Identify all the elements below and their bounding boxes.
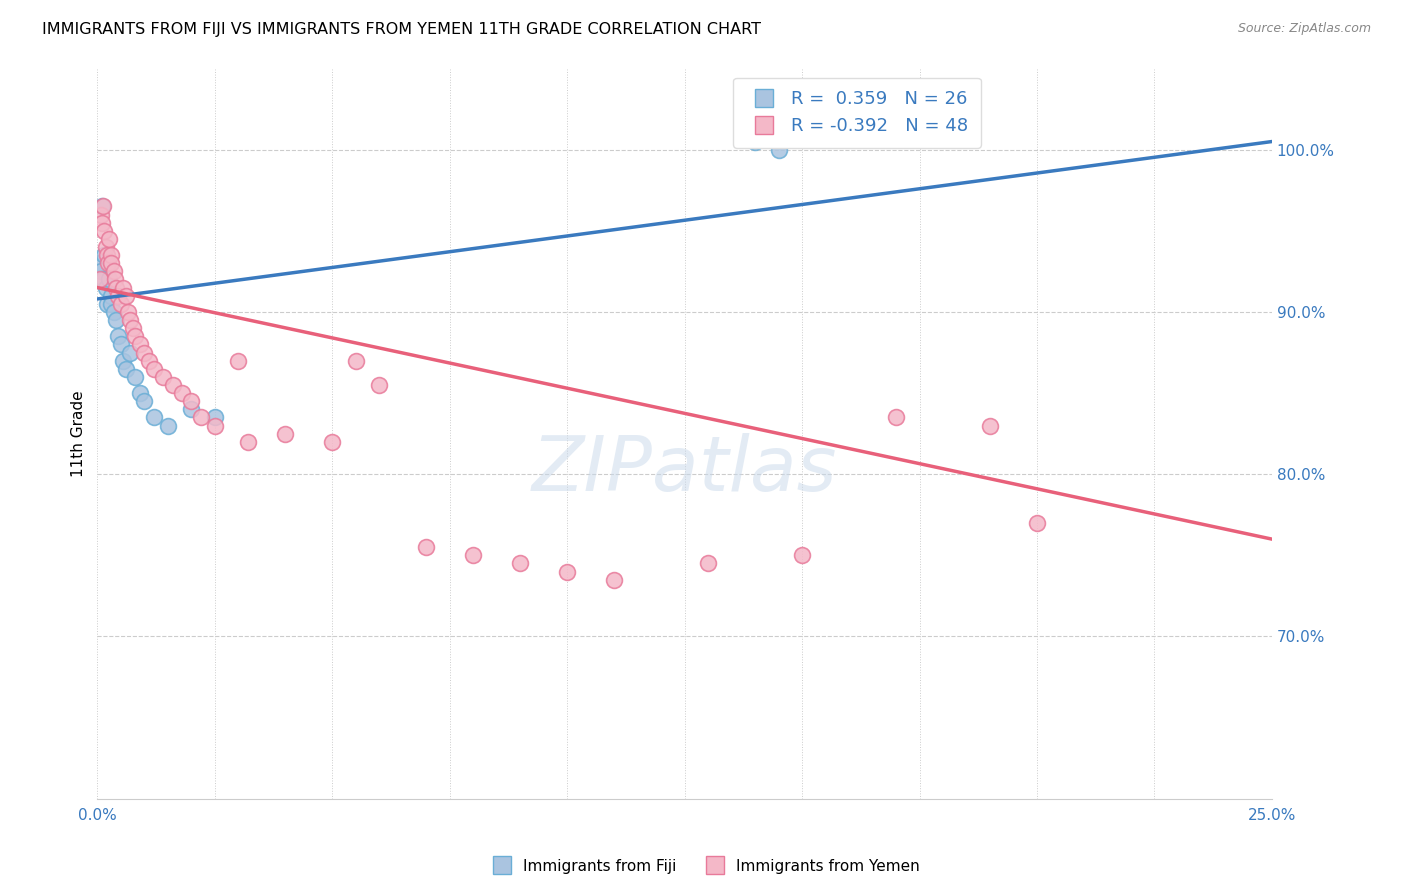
Point	[98, 232, 121, 246]
Point	[790, 549, 813, 563]
Point	[117, 305, 139, 319]
Point	[107, 329, 129, 343]
Point	[94, 280, 117, 294]
Point	[463, 549, 485, 563]
Text: IMMIGRANTS FROM FIJI VS IMMIGRANTS FROM YEMEN 11TH GRADE CORRELATION CHART: IMMIGRANTS FROM FIJI VS IMMIGRANTS FROM …	[42, 22, 761, 37]
Point	[190, 410, 212, 425]
Point	[226, 353, 249, 368]
Point	[105, 313, 128, 327]
Point	[368, 378, 391, 392]
Legend: R =  0.359   N = 26, R = -0.392   N = 48: R = 0.359 N = 26, R = -0.392 N = 48	[734, 78, 981, 148]
Point	[93, 248, 115, 262]
Text: ZIPatlas: ZIPatlas	[531, 434, 838, 508]
Point	[142, 410, 165, 425]
Point	[128, 337, 150, 351]
Point	[180, 402, 202, 417]
Point	[110, 297, 132, 311]
Point	[134, 394, 156, 409]
Point	[152, 369, 174, 384]
Point	[236, 434, 259, 449]
Point	[142, 361, 165, 376]
Point	[100, 289, 122, 303]
Legend: Immigrants from Fiji, Immigrants from Yemen: Immigrants from Fiji, Immigrants from Ye…	[481, 853, 925, 880]
Point	[114, 361, 136, 376]
Point	[344, 353, 367, 368]
Point	[555, 565, 578, 579]
Point	[204, 418, 226, 433]
Point	[97, 256, 120, 270]
Point	[321, 434, 343, 449]
Point	[128, 386, 150, 401]
Point	[134, 345, 156, 359]
Point	[162, 378, 184, 392]
Point	[1026, 516, 1049, 530]
Point	[91, 199, 114, 213]
Point	[415, 540, 437, 554]
Y-axis label: 11th Grade: 11th Grade	[72, 391, 86, 477]
Point	[120, 313, 142, 327]
Point	[91, 272, 114, 286]
Point	[90, 264, 112, 278]
Point	[107, 289, 129, 303]
Point	[89, 256, 111, 270]
Point	[979, 418, 1001, 433]
Point	[93, 224, 115, 238]
Point	[603, 573, 626, 587]
Point	[768, 143, 790, 157]
Point	[91, 199, 114, 213]
Point	[170, 386, 193, 401]
Point	[104, 272, 127, 286]
Point	[110, 337, 132, 351]
Point	[509, 557, 531, 571]
Point	[98, 272, 121, 286]
Point	[90, 208, 112, 222]
Point	[204, 410, 226, 425]
Point	[100, 248, 122, 262]
Point	[180, 394, 202, 409]
Point	[100, 256, 122, 270]
Text: Source: ZipAtlas.com: Source: ZipAtlas.com	[1237, 22, 1371, 36]
Point	[274, 426, 297, 441]
Point	[112, 280, 135, 294]
Point	[91, 216, 114, 230]
Point	[96, 248, 118, 262]
Point	[124, 329, 146, 343]
Point	[884, 410, 907, 425]
Point	[114, 289, 136, 303]
Point	[120, 345, 142, 359]
Point	[138, 353, 160, 368]
Point	[103, 264, 125, 278]
Point	[89, 272, 111, 286]
Point	[124, 369, 146, 384]
Point	[96, 297, 118, 311]
Point	[105, 280, 128, 294]
Point	[744, 135, 766, 149]
Point	[156, 418, 179, 433]
Point	[100, 297, 122, 311]
Point	[94, 240, 117, 254]
Point	[112, 353, 135, 368]
Point	[697, 557, 720, 571]
Point	[103, 305, 125, 319]
Point	[121, 321, 143, 335]
